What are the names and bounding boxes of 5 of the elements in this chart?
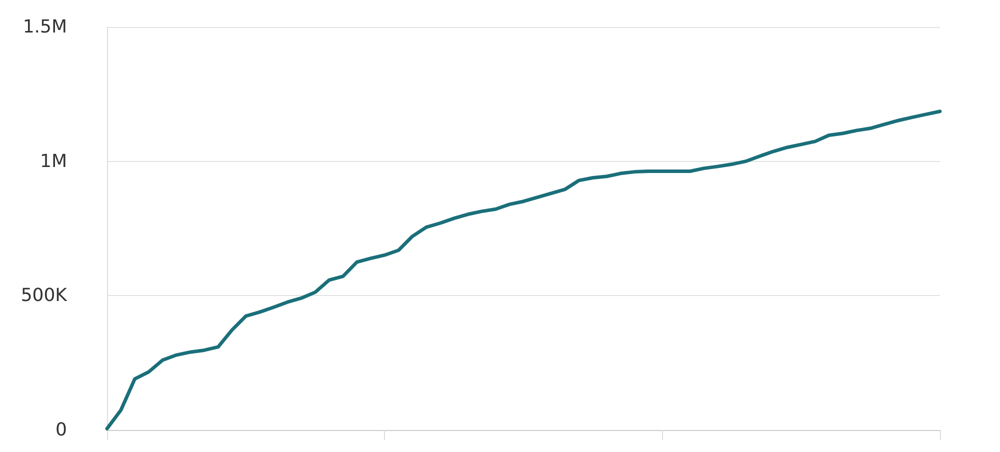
y-tick-label: 1.5M — [22, 16, 67, 38]
y-tick-label: 0 — [56, 420, 67, 440]
y-tick-label: 500K — [20, 285, 68, 306]
line-series — [105, 110, 942, 430]
y-tick-label: 1M — [40, 150, 67, 172]
